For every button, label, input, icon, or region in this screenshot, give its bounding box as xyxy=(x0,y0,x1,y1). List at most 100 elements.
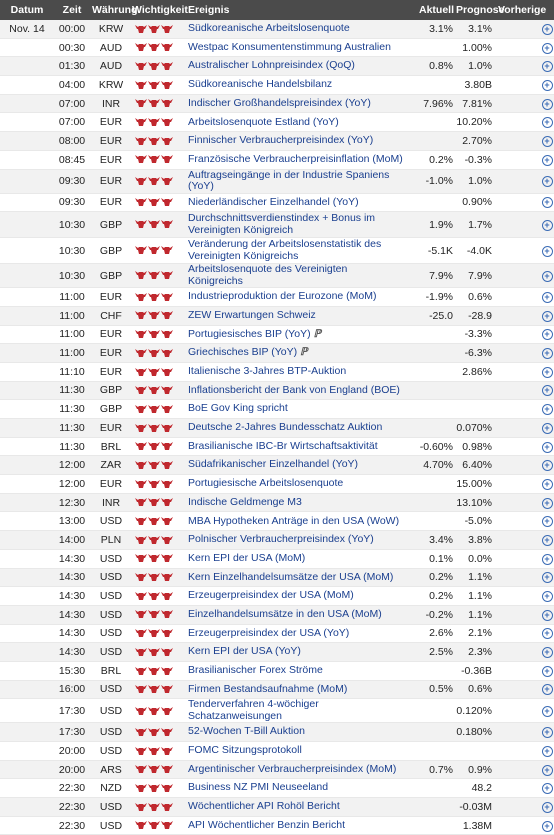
col-actual[interactable]: Aktuell xyxy=(405,0,456,20)
event-name[interactable]: Arbeitslosenquote Estland (YoY) xyxy=(188,115,339,128)
event-name[interactable]: Arbeitslosenquote des Vereinigten Königr… xyxy=(188,263,348,287)
row-add[interactable]: + xyxy=(540,20,554,39)
event-name[interactable]: Firmen Bestandsaufnahme (MoM) xyxy=(188,682,348,695)
add-alert-icon[interactable]: + xyxy=(541,197,553,209)
table-row[interactable]: 16:00 USD Firmen Bestandsaufnahme (MoM) 0.5… xyxy=(0,680,554,700)
row-event-link[interactable]: Polnischer Verbraucherpreisindex (YoY) xyxy=(188,530,405,550)
row-event-link[interactable]: Tenderverfahren 4-wöchiger Schatzanweisu… xyxy=(188,698,405,724)
add-alert-icon[interactable]: + xyxy=(541,270,553,282)
row-add[interactable]: + xyxy=(540,778,554,799)
row-event-link[interactable]: Brasilianischer Forex Ströme xyxy=(188,661,405,681)
event-name[interactable]: FOMC Sitzungsprotokoll xyxy=(188,744,302,757)
col-forecast[interactable]: Prognose xyxy=(456,0,504,20)
col-event[interactable]: Ereignis xyxy=(188,0,405,20)
row-add[interactable]: + xyxy=(540,698,554,724)
col-previous[interactable]: Vorherige xyxy=(495,0,546,20)
row-event-link[interactable]: Inflationsbericht der Bank von England (… xyxy=(188,381,405,401)
event-name[interactable]: Brasilianische IBC-Br Wirtschaftsaktivit… xyxy=(188,439,378,452)
row-event-link[interactable]: Kern Einzelhandelsumsätze der USA (MoM) xyxy=(188,568,405,588)
table-row[interactable]: 11:30 GBP BoE Gov King spricht + xyxy=(0,399,554,419)
event-name[interactable]: Südkoreanische Arbeitslosenquote xyxy=(188,22,350,35)
table-row[interactable]: 14:30 USD Kern Einzelhandelsumsätze der US… xyxy=(0,568,554,588)
table-row[interactable]: 09:30 EUR Auftragseingänge in der Industri… xyxy=(0,169,554,194)
table-row[interactable]: 14:30 USD Kern EPI der USA (YoY) 2.5% 2.3% + xyxy=(0,642,554,662)
event-name[interactable]: Einzelhandelsumsätze in den USA (MoM) xyxy=(188,607,382,620)
add-alert-icon[interactable]: + xyxy=(541,441,553,453)
table-row[interactable]: 10:30 GBP Veränderung der Arbeitslosenstat… xyxy=(0,237,554,265)
row-add[interactable]: + xyxy=(540,150,554,170)
event-name[interactable]: Inflationsbericht der Bank von England (… xyxy=(188,383,400,396)
col-date[interactable]: Datum xyxy=(0,0,54,20)
event-name[interactable]: Indische Geldmenge M3 xyxy=(188,495,302,508)
table-row[interactable]: 11:30 BRL Brasilianische IBC-Br Wirtschaft… xyxy=(0,437,554,457)
row-add[interactable]: + xyxy=(540,437,554,457)
row-event-link[interactable]: Veränderung der Arbeitslosenstatistik de… xyxy=(188,237,405,265)
row-add[interactable]: + xyxy=(540,455,554,476)
row-event-link[interactable]: Australischer Lohnpreisindex (QoQ) xyxy=(188,56,405,77)
table-row[interactable]: 11:00 CHF ZEW Erwartungen Schweiz -25.0 -28.… xyxy=(0,306,554,326)
row-add[interactable]: + xyxy=(540,418,554,438)
table-row[interactable]: 11:10 EUR Italienische 3-Jahres BTP-Auktio… xyxy=(0,362,554,382)
row-event-link[interactable]: Kern EPI der USA (YoY) xyxy=(188,642,405,662)
table-row[interactable]: 11:30 EUR Deutsche 2-Jahres Bundesschatz A… xyxy=(0,418,554,438)
table-row[interactable]: 11:00 EUR Industrieproduktion der Eurozone… xyxy=(0,287,554,307)
table-row[interactable]: 13:00 USD MBA Hypotheken Anträge in den US… xyxy=(0,511,554,532)
col-importance[interactable]: Wichtigkeit xyxy=(132,0,188,20)
add-alert-icon[interactable]: + xyxy=(541,366,553,378)
event-name[interactable]: Industrieproduktion der Eurozone (MoM) xyxy=(188,290,377,303)
add-alert-icon[interactable]: + xyxy=(541,292,553,304)
row-add[interactable]: + xyxy=(540,381,554,401)
event-name[interactable]: Italienische 3-Jahres BTP-Auktion xyxy=(188,365,347,378)
event-name[interactable]: Niederländischer Einzelhandel (YoY) xyxy=(188,195,359,208)
row-event-link[interactable]: Griechisches BIP (YoY) ℙ xyxy=(188,343,405,363)
add-alert-icon[interactable]: + xyxy=(541,23,553,35)
table-row[interactable]: 08:00 EUR Finnischer Verbraucherpreisindex… xyxy=(0,131,554,151)
add-alert-icon[interactable]: + xyxy=(541,79,553,91)
row-event-link[interactable]: Argentinischer Verbraucherpreisindex (Mo… xyxy=(188,760,405,780)
add-alert-icon[interactable]: + xyxy=(541,497,553,509)
row-event-link[interactable]: Portugiesische Arbeitslosenquote xyxy=(188,474,405,494)
row-event-link[interactable]: 52-Wochen T-Bill Auktion xyxy=(188,722,405,742)
row-add[interactable]: + xyxy=(540,624,554,644)
row-event-link[interactable]: Finnischer Verbraucherpreisindex (YoY) xyxy=(188,131,405,151)
row-add[interactable]: + xyxy=(540,399,554,419)
add-alert-icon[interactable]: + xyxy=(541,572,553,584)
row-add[interactable]: + xyxy=(540,511,554,532)
event-name[interactable]: Südafrikanischer Einzelhandel (YoY) xyxy=(188,458,359,471)
table-row[interactable]: 10:30 GBP Arbeitslosenquote des Vereinigte… xyxy=(0,263,554,289)
event-name[interactable]: 52-Wochen T-Bill Auktion xyxy=(188,725,305,738)
event-name[interactable]: Kern Einzelhandelsumsätze der USA (MoM) xyxy=(188,570,394,583)
add-alert-icon[interactable]: + xyxy=(541,219,553,231)
table-row[interactable]: 14:00 PLN Polnischer Verbraucherpreisindex… xyxy=(0,530,554,550)
add-alert-icon[interactable]: + xyxy=(541,329,553,341)
row-event-link[interactable]: Südkoreanische Arbeitslosenquote xyxy=(188,20,405,39)
event-name[interactable]: MBA Hypotheken Anträge in den USA (WoW) xyxy=(188,514,400,527)
row-add[interactable]: + xyxy=(540,549,554,569)
row-add[interactable]: + xyxy=(540,797,554,817)
table-row[interactable]: 09:30 EUR Niederländischer Einzelhandel (Y… xyxy=(0,193,554,213)
add-alert-icon[interactable]: + xyxy=(541,117,553,129)
row-event-link[interactable]: API Wöchentlicher Benzin Bericht xyxy=(188,816,405,835)
table-row[interactable]: 12:30 INR Indische Geldmenge M3 13.10% + xyxy=(0,493,554,513)
row-event-link[interactable]: Westpac Konsumentenstimmung Australien xyxy=(188,38,405,58)
table-row[interactable]: 12:00 ZAR Südafrikanischer Einzelhandel (Y… xyxy=(0,455,554,476)
row-add[interactable]: + xyxy=(540,741,554,761)
row-event-link[interactable]: Brasilianische IBC-Br Wirtschaftsaktivit… xyxy=(188,437,405,457)
row-add[interactable]: + xyxy=(540,94,554,114)
table-row[interactable]: 22:30 USD Wöchentlicher API Rohöl Bericht -… xyxy=(0,797,554,817)
event-name[interactable]: Tenderverfahren 4-wöchiger Schatzanweisu… xyxy=(188,698,319,722)
add-alert-icon[interactable]: + xyxy=(541,42,553,54)
add-alert-icon[interactable]: + xyxy=(541,135,553,147)
event-name[interactable]: Business NZ PMI Neuseeland xyxy=(188,781,329,794)
table-row[interactable]: 10:30 GBP Durchschnittsverdienstindex + Bo… xyxy=(0,211,554,239)
row-add[interactable]: + xyxy=(540,722,554,742)
event-name[interactable]: API Wöchentlicher Benzin Bericht xyxy=(188,818,345,831)
event-name[interactable]: Wöchentlicher API Rohöl Bericht xyxy=(188,800,340,813)
row-event-link[interactable]: Indischer Großhandelspreisindex (YoY) xyxy=(188,94,405,114)
event-name[interactable]: Südkoreanische Handelsbilanz xyxy=(188,78,333,91)
add-alert-icon[interactable]: + xyxy=(541,176,553,187)
add-alert-icon[interactable]: + xyxy=(541,745,553,757)
row-event-link[interactable]: Französische Verbraucherpreisinflation (… xyxy=(188,150,405,170)
row-add[interactable]: + xyxy=(540,605,554,625)
add-alert-icon[interactable]: + xyxy=(541,801,553,813)
